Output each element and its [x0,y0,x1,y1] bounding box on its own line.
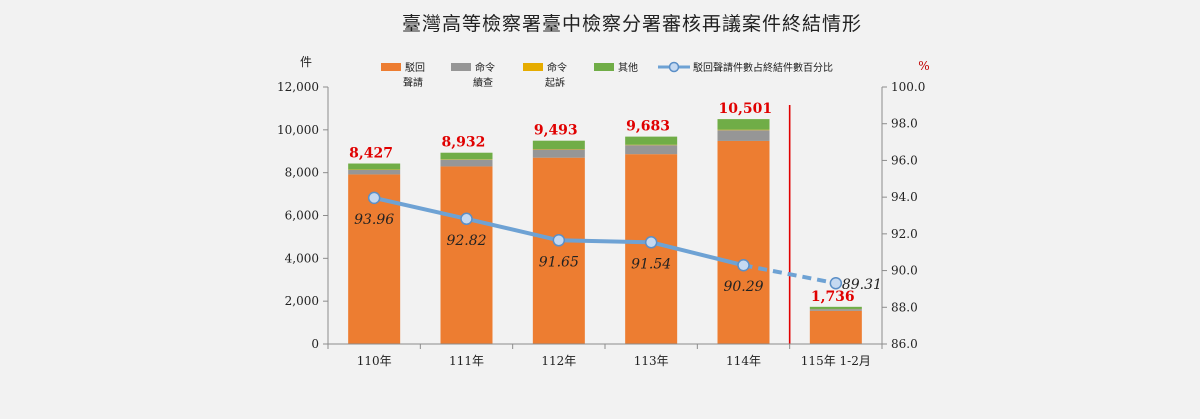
x-tick-label: 115年 1-2月 [801,354,871,368]
legend-swatch [451,63,471,71]
legend-swatch [523,63,543,71]
legend-label-line2: 續查 [473,76,493,89]
legend-swatch [381,63,401,71]
bars [348,105,862,344]
legend-label: 其他 [618,61,638,74]
y-tick-label: 2,000 [285,294,319,308]
total-label: 9,493 [534,123,578,139]
y2-tick-label: 88.0 [891,300,918,314]
percentage-point [553,235,564,246]
bar-segment [533,149,585,157]
bar-segment [533,158,585,344]
percentage-point [830,278,841,289]
y2-axis-label: % [918,59,929,73]
y-axis: 0 2,000 4,000 6,000 8,000 10,000 12,000 [277,80,328,351]
y-axis-label: 件 [300,55,312,69]
y-tick-label: 12,000 [277,80,319,94]
total-label: 8,427 [349,146,393,162]
bar-segment [348,164,400,170]
y2-tick-label: 86.0 [891,337,918,351]
bar-segment [533,141,585,149]
x-axis: 110年 111年 112年 113年 114年 115年 1-2月 [328,344,882,368]
x-tick-label: 110年 [357,354,392,368]
y2-tick-label: 90.0 [891,264,918,278]
chart-title: 臺灣高等檢察署臺中檢察分署審核再議案件終結情形 [402,13,862,35]
x-tick-label: 113年 [634,354,669,368]
x-tick-label: 112年 [541,354,576,368]
legend-label-line2: 聲請 [403,76,423,89]
legend-label: 駁回 [405,61,425,74]
total-label: 9,683 [626,119,670,135]
bar-segment [348,170,400,175]
x-tick-label: 114年 [726,354,761,368]
bar-segment [625,154,677,344]
percentage-label: 91.65 [539,254,579,270]
y2-tick-label: 96.0 [891,153,918,167]
y-tick-label: 0 [311,337,319,351]
legend-label: 命令 [475,61,495,74]
percentage-label: 89.31 [842,277,882,293]
bar-segment [810,309,862,311]
y-tick-label: 4,000 [285,251,319,265]
legend-line-label: 駁回聲請件數占終結件數百分比 [693,61,833,74]
x-tick-label: 111年 [449,354,484,368]
total-label: 10,501 [719,101,773,117]
y2-tick-label: 100.0 [891,80,925,94]
bar-segment [718,130,770,141]
percentage-point [369,192,380,203]
bar-segment [718,119,770,130]
y-tick-label: 10,000 [277,123,319,137]
percentage-line [369,192,842,288]
y-tick-label: 8,000 [285,166,319,180]
percentage-label: 93.96 [354,212,394,228]
bar-segment [441,166,493,344]
bar-segment [718,130,770,131]
total-label: 8,932 [442,135,486,151]
y2-tick-label: 98.0 [891,117,918,131]
legend-swatch [594,63,614,71]
bar-segment [625,137,677,145]
y2-tick-label: 94.0 [891,190,918,204]
bar-segment [810,311,862,344]
percentage-label: 92.82 [446,233,486,249]
y-tick-label: 6,000 [285,209,319,223]
percentage-point [461,213,472,224]
legend-label-line2: 起訴 [545,76,565,89]
percentage-point [738,260,749,271]
y2-tick-label: 92.0 [891,227,918,241]
bar-segment [810,307,862,309]
percentage-label: 91.54 [631,256,671,272]
bar-segment [441,153,493,160]
y2-axis: 86.0 88.0 90.0 92.0 94.0 96.0 98.0 100.0 [882,80,925,351]
bar-segment [625,145,677,154]
percentage-label: 90.29 [723,279,763,295]
legend-label: 命令 [547,61,567,74]
bar-segment [718,141,770,344]
bar-segment [441,160,493,167]
legend-line-marker [670,63,679,72]
percentage-point [646,237,657,248]
